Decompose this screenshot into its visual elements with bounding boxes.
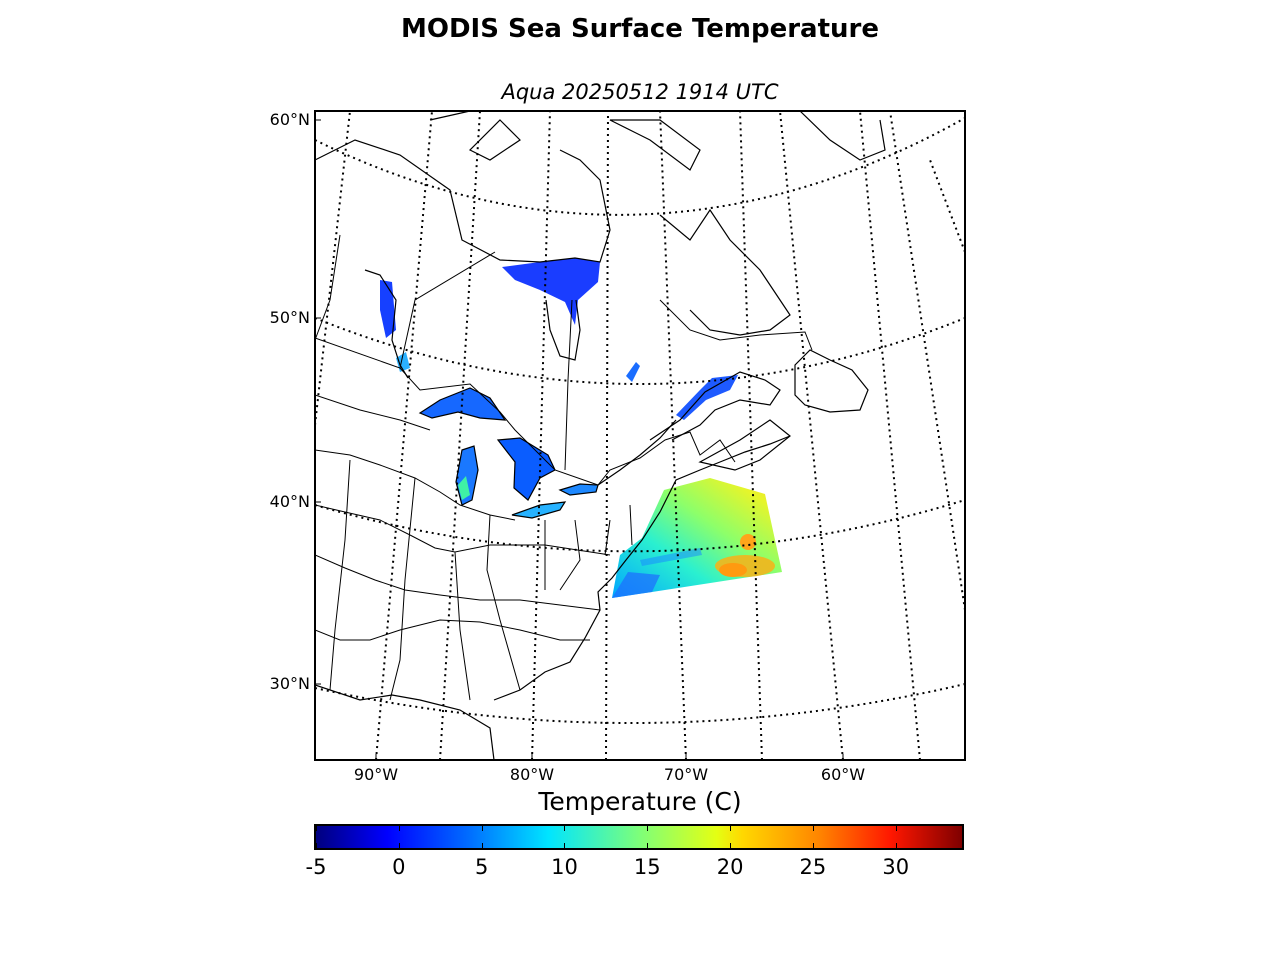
meridian-45w [929, 159, 965, 253]
colorbar-tick-label: 15 [633, 855, 661, 879]
james-bay-coast [545, 299, 581, 361]
st-lawrence-river [597, 419, 677, 486]
lon-label-60w: 60°W [820, 765, 866, 784]
lake-winnipeg-shore [364, 269, 409, 379]
axis-ticks [315, 119, 844, 760]
parallel-40n [315, 499, 965, 553]
sst-cool-filament [640, 548, 702, 566]
lake-huron [498, 438, 555, 500]
meridian-75w [605, 111, 609, 760]
colorbar-tick-label: 5 [474, 855, 489, 879]
colorbar-tick [647, 843, 649, 848]
colorbar-tick-label: 20 [716, 855, 744, 879]
manitoba-saskatchewan-border [315, 234, 341, 341]
atlantic-coastline [315, 435, 791, 760]
colorbar-tick [398, 826, 400, 831]
meridian-85w [439, 111, 481, 760]
colorbar-tick [398, 843, 400, 848]
james-bay-coast-sst [502, 258, 600, 325]
meridian-65w [739, 111, 763, 760]
colorbar-tick-label: -5 [305, 855, 327, 879]
quebec-labrador-border [659, 299, 813, 351]
colorbar [314, 824, 964, 850]
map-frame [314, 110, 966, 761]
st-lawrence-sst [676, 375, 738, 420]
meridian-80w [531, 111, 551, 760]
colorbar-tick [564, 843, 566, 848]
lat-label-50n: 50°N [269, 308, 310, 327]
nova-scotia-coast [698, 419, 791, 471]
arctic-islands [429, 111, 886, 171]
colorbar-tick [730, 843, 732, 848]
graticule [315, 111, 965, 760]
ontario-quebec-border [564, 299, 573, 471]
chart-subtitle: Aqua 20250512 1914 UTC [501, 80, 779, 104]
parallel-60n [315, 117, 965, 216]
hudson-bay-coast [315, 139, 611, 263]
lake-nipigon-sst [626, 362, 640, 382]
lat-label-40n: 40°N [269, 492, 310, 511]
lat-label-30n: 30°N [269, 674, 310, 693]
colorbar-tick [730, 826, 732, 831]
colorbar-tick-label: 10 [551, 855, 578, 879]
political-boundaries [315, 234, 813, 701]
colorbar-tick-label: 25 [799, 855, 827, 879]
lake-ontario [560, 484, 598, 495]
meridian-60w [779, 111, 844, 760]
ontario-manitoba-border [399, 251, 496, 369]
colorbar-tick [647, 826, 649, 831]
lake-michigan-warm-edge [458, 476, 470, 500]
lon-label-70w: 70°W [663, 765, 709, 784]
colorbar-tick [316, 826, 317, 831]
sst-warm-core [719, 563, 747, 577]
chart-title: MODIS Sea Surface Temperature [401, 14, 879, 44]
lon-label-80w: 80°W [509, 765, 555, 784]
colorbar-tick [316, 843, 317, 848]
coastlines [315, 111, 886, 760]
great-lakes-sst [420, 388, 598, 518]
meridian-50w [889, 111, 965, 611]
lake-superior [420, 388, 505, 420]
lake-winnipeg-sst [396, 352, 410, 372]
newfoundland [794, 349, 869, 413]
us-state-lines [315, 394, 633, 701]
colorbar-tick-label: 0 [392, 855, 406, 879]
colorbar-tick [481, 826, 483, 831]
lat-label-60n: 60°N [269, 110, 310, 129]
colorbar-tick [564, 826, 566, 831]
lake-erie [512, 502, 565, 518]
colorbar-tick [812, 826, 814, 831]
parallel-30n [315, 683, 965, 724]
gulf-st-lawrence-coast [649, 371, 781, 441]
colorbar-title: Temperature (C) [538, 787, 742, 816]
sst-swath [612, 478, 782, 598]
colorbar-tick [895, 826, 897, 831]
lon-label-90w: 90°W [353, 765, 399, 784]
meridian-90w [375, 111, 433, 760]
colorbar-tick-label: 30 [882, 855, 910, 879]
parallel-50n [315, 317, 965, 385]
labrador-coast [659, 208, 791, 336]
meridian-55w [859, 111, 921, 760]
meridian-70w [659, 111, 687, 760]
colorbar-tick [895, 843, 897, 848]
us-canada-border [315, 337, 736, 486]
colorbar-tick [481, 843, 483, 848]
northern-sst [380, 258, 738, 420]
colorbar-tick [812, 843, 814, 848]
sst-cool-coastal [612, 572, 660, 598]
meridian-95w [315, 111, 351, 426]
